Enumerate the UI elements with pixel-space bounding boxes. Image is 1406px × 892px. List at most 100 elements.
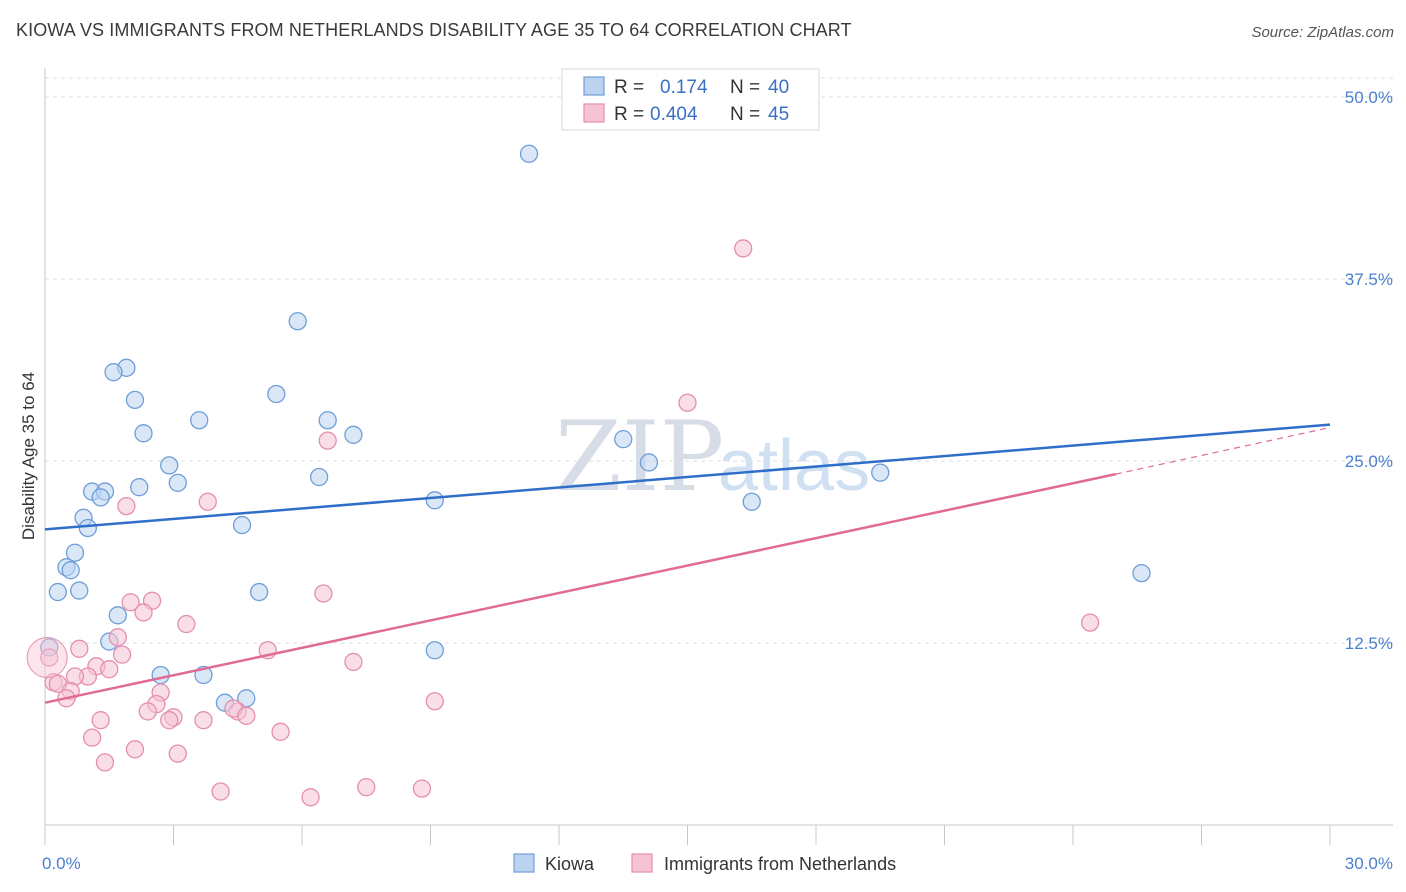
axes [44, 68, 1393, 845]
kiowa-point [134, 424, 153, 443]
netherlands-point [117, 496, 136, 516]
netherlands-point [211, 782, 230, 801]
netherlands-point [95, 753, 115, 772]
netherlands-point [160, 711, 179, 730]
legend-n-label-netherlands: N = [730, 104, 760, 125]
kiowa-point [48, 582, 67, 602]
netherlands-point [678, 393, 697, 412]
bottom-legend-swatch-kiowa [513, 853, 535, 873]
netherlands-trend-line-extension [1115, 426, 1331, 475]
netherlands-point [237, 706, 256, 725]
kiowa-point [168, 473, 187, 492]
netherlands-point [70, 639, 89, 658]
netherlands-point [318, 431, 337, 450]
kiowa-point [130, 478, 149, 497]
netherlands-point [194, 711, 213, 730]
netherlands-point [301, 788, 320, 807]
netherlands-point [734, 239, 753, 258]
legend-n-value-kiowa: 40 [768, 77, 789, 98]
stats-legend-box [561, 68, 820, 131]
y-axis-label: Disability Age 35 to 64 [19, 372, 38, 540]
watermark-atlas: atlas [718, 426, 870, 506]
netherlands-point [121, 593, 140, 612]
kiowa-point [91, 488, 110, 507]
netherlands-point [412, 779, 432, 798]
kiowa-point [425, 641, 444, 660]
kiowa-point [232, 515, 252, 535]
netherlands-point [125, 740, 145, 759]
kiowa-point [65, 543, 85, 562]
stats-legend: R = 0.174 N = 40 R = 0.404 N = 45 [561, 68, 820, 131]
netherlands-point [198, 492, 217, 511]
chart-source: Source: ZipAtlas.com [1251, 24, 1394, 41]
x-tick-label: 30.0% [1345, 854, 1393, 873]
legend-n-label-kiowa: N = [730, 77, 760, 98]
netherlands-point [108, 628, 127, 647]
netherlands-point [91, 711, 110, 730]
kiowa-point [190, 411, 209, 430]
legend-r-value-kiowa: 0.174 [660, 77, 708, 98]
netherlands-point [344, 652, 363, 672]
series-legend: Kiowa Immigrants from Netherlands [513, 853, 896, 874]
netherlands-point [425, 692, 444, 711]
kiowa-point [108, 606, 127, 625]
kiowa-point [1132, 563, 1151, 583]
y-tick-labels: 12.5% 25.0% 37.5% 50.0% [1345, 88, 1393, 653]
netherlands-point [314, 584, 333, 603]
netherlands-point [177, 614, 196, 634]
netherlands-point [134, 603, 153, 622]
kiowa-point [125, 390, 145, 409]
watermark-zip: ZIP [555, 401, 724, 513]
kiowa-point [160, 456, 179, 475]
kiowa-point [425, 491, 444, 510]
kiowa-point [344, 425, 363, 444]
data-points [26, 144, 1151, 807]
legend-swatch-kiowa [583, 76, 605, 96]
kiowa-point [309, 467, 329, 487]
netherlands-point [100, 660, 119, 679]
kiowa-point [61, 561, 80, 580]
chart-title: KIOWA VS IMMIGRANTS FROM NETHERLANDS DIS… [16, 20, 852, 40]
y-tick-label: 25.0% [1345, 452, 1393, 471]
kiowa-point [614, 430, 633, 449]
netherlands-point [82, 728, 102, 747]
bottom-legend-swatch-netherlands [631, 853, 653, 873]
legend-r-value-netherlands: 0.404 [650, 104, 698, 125]
kiowa-point [78, 518, 97, 538]
kiowa-point [288, 312, 307, 331]
watermark: ZIP atlas [555, 401, 870, 513]
legend-r-label-netherlands: R = [614, 104, 644, 125]
legend-swatch-netherlands [583, 103, 605, 123]
trend-lines [44, 423, 1331, 704]
x-tick-labels: 0.0% 30.0% [42, 854, 1393, 873]
kiowa-point [871, 463, 890, 482]
legend-r-label-kiowa: R = [614, 77, 644, 98]
netherlands-point [357, 777, 376, 797]
netherlands-trend-line [44, 472, 1117, 704]
kiowa-point [151, 665, 170, 685]
y-tick-label: 50.0% [1345, 88, 1393, 107]
kiowa-point [250, 582, 269, 602]
netherlands-point [138, 702, 157, 721]
y-tick-label: 37.5% [1345, 270, 1393, 289]
x-tick-label: 0.0% [42, 854, 81, 873]
legend-n-value-netherlands: 45 [768, 104, 789, 125]
kiowa-point [318, 411, 337, 430]
netherlands-point [1080, 613, 1100, 632]
netherlands-point [112, 645, 132, 664]
netherlands-point [40, 648, 59, 667]
kiowa-point [639, 453, 659, 472]
kiowa-point [519, 144, 539, 163]
kiowa-trend-line [44, 423, 1331, 531]
netherlands-point [168, 744, 187, 763]
kiowa-point [70, 581, 89, 600]
kiowa-point [104, 363, 123, 382]
netherlands-point-large [26, 637, 68, 679]
bottom-legend-label-kiowa: Kiowa [545, 854, 595, 874]
kiowa-point [742, 492, 761, 511]
kiowa-point [267, 384, 286, 404]
y-tick-label: 12.5% [1345, 634, 1393, 653]
netherlands-point [271, 722, 290, 741]
bottom-legend-label-netherlands: Immigrants from Netherlands [664, 854, 896, 874]
